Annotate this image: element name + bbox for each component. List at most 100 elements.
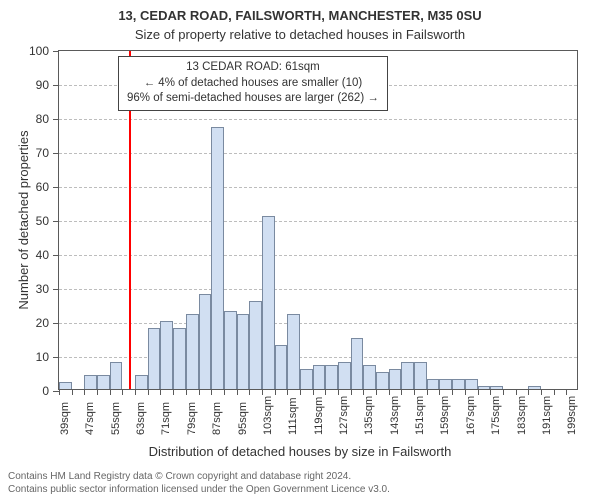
y-tick-label: 10	[36, 350, 59, 364]
x-tick	[224, 389, 225, 395]
gridline	[59, 221, 577, 222]
y-tick-label: 80	[36, 112, 59, 126]
histogram-bar	[427, 379, 440, 389]
gridline	[59, 255, 577, 256]
annotation-line-1: 13 CEDAR ROAD: 61sqm	[127, 60, 379, 76]
x-tick-label: 63sqm	[135, 402, 147, 435]
x-tick	[84, 389, 85, 395]
x-tick	[186, 389, 187, 395]
x-tick	[72, 389, 73, 395]
gridline	[59, 119, 577, 120]
x-tick	[452, 389, 453, 395]
x-tick-label: 159sqm	[439, 396, 451, 435]
x-tick	[541, 389, 542, 395]
x-tick-label: 151sqm	[414, 396, 426, 435]
histogram-bar	[478, 386, 491, 389]
x-tick-label: 191sqm	[541, 396, 553, 435]
chart-subtitle: Size of property relative to detached ho…	[0, 27, 600, 42]
gridline	[59, 153, 577, 154]
x-tick	[262, 389, 263, 395]
x-tick-label: 47sqm	[84, 402, 96, 435]
x-tick-label: 111sqm	[287, 397, 299, 435]
chart-container: 13, CEDAR ROAD, FAILSWORTH, MANCHESTER, …	[0, 0, 600, 500]
x-tick	[528, 389, 529, 395]
x-tick-label: 95sqm	[237, 402, 249, 435]
chart-title: 13, CEDAR ROAD, FAILSWORTH, MANCHESTER, …	[0, 0, 600, 23]
x-tick	[439, 389, 440, 395]
histogram-bar	[465, 379, 478, 389]
histogram-bar	[173, 328, 186, 389]
histogram-bar	[401, 362, 414, 389]
histogram-bar	[84, 375, 97, 389]
x-tick	[59, 389, 60, 395]
histogram-bar	[186, 314, 199, 389]
x-tick	[389, 389, 390, 395]
x-tick	[199, 389, 200, 395]
x-tick	[414, 389, 415, 395]
x-tick	[325, 389, 326, 395]
annotation-box: 13 CEDAR ROAD: 61sqm ← 4% of detached ho…	[118, 56, 388, 111]
x-tick	[173, 389, 174, 395]
histogram-bar	[211, 127, 224, 389]
histogram-bar	[300, 369, 313, 389]
x-tick	[211, 389, 212, 395]
histogram-bar	[110, 362, 123, 389]
x-tick-label: 103sqm	[262, 396, 274, 435]
x-tick	[363, 389, 364, 395]
x-tick-label: 175sqm	[490, 396, 502, 435]
gridline	[59, 187, 577, 188]
x-tick-label: 167sqm	[465, 396, 477, 435]
x-tick	[490, 389, 491, 395]
y-tick-label: 40	[36, 248, 59, 262]
histogram-bar	[262, 216, 275, 389]
x-tick	[503, 389, 504, 395]
histogram-bar	[275, 345, 288, 389]
histogram-bar	[452, 379, 465, 389]
histogram-bar	[338, 362, 351, 389]
x-axis-label: Distribution of detached houses by size …	[0, 444, 600, 459]
x-tick	[287, 389, 288, 395]
x-tick	[275, 389, 276, 395]
x-tick	[110, 389, 111, 395]
x-tick-label: 143sqm	[389, 396, 401, 435]
histogram-bar	[59, 382, 72, 389]
y-tick-label: 30	[36, 282, 59, 296]
x-tick	[376, 389, 377, 395]
x-tick	[135, 389, 136, 395]
x-tick	[338, 389, 339, 395]
histogram-bar	[376, 372, 389, 389]
footer-line-1: Contains HM Land Registry data © Crown c…	[8, 471, 390, 484]
gridline	[59, 323, 577, 324]
y-tick-label: 50	[36, 214, 59, 228]
x-tick-label: 119sqm	[313, 397, 325, 435]
x-tick	[351, 389, 352, 395]
histogram-bar	[325, 365, 338, 389]
histogram-bar	[237, 314, 250, 389]
x-tick	[313, 389, 314, 395]
histogram-bar	[224, 311, 237, 389]
y-tick-label: 0	[42, 384, 59, 398]
x-tick	[516, 389, 517, 395]
x-tick-label: 71sqm	[160, 402, 172, 435]
gridline	[59, 357, 577, 358]
y-tick-label: 60	[36, 180, 59, 194]
y-tick-label: 70	[36, 146, 59, 160]
x-tick-label: 183sqm	[516, 396, 528, 435]
annotation-line-2: ← 4% of detached houses are smaller (10)	[127, 76, 379, 92]
x-tick-label: 55sqm	[110, 402, 122, 435]
x-tick	[122, 389, 123, 395]
x-tick	[237, 389, 238, 395]
x-tick-label: 127sqm	[338, 396, 350, 435]
histogram-bar	[135, 375, 148, 389]
histogram-bar	[160, 321, 173, 389]
histogram-bar	[490, 386, 503, 389]
y-axis-label: Number of detached properties	[16, 130, 31, 309]
x-tick-label: 199sqm	[566, 396, 578, 435]
histogram-bar	[351, 338, 364, 389]
x-tick	[427, 389, 428, 395]
x-tick-label: 79sqm	[186, 402, 198, 435]
histogram-bar	[97, 375, 110, 389]
histogram-bar	[363, 365, 376, 389]
histogram-bar	[528, 386, 541, 389]
histogram-bar	[313, 365, 326, 389]
